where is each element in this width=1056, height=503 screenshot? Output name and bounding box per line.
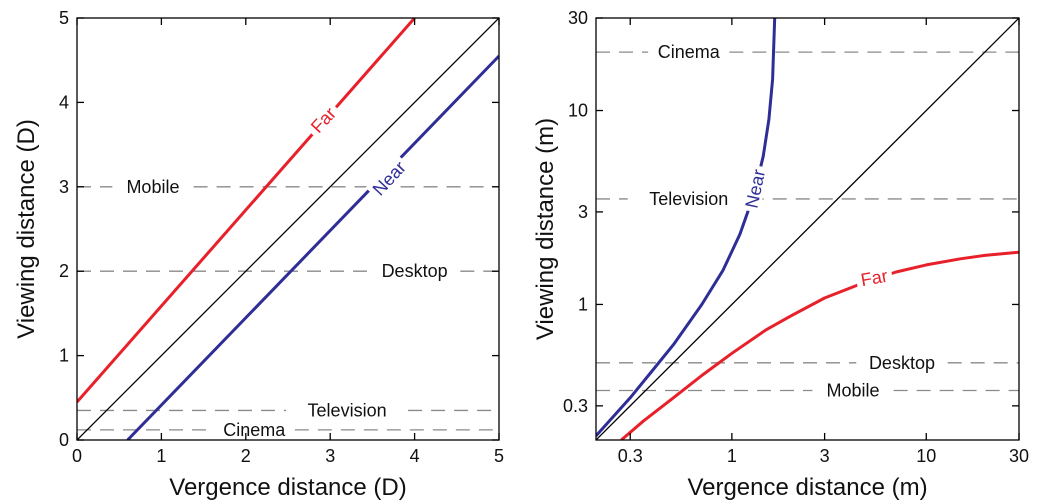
reference-label: Mobile bbox=[827, 380, 880, 400]
y-tick-label: 0.3 bbox=[563, 396, 588, 416]
y-tick-label: 5 bbox=[59, 8, 69, 28]
y-tick-label: 4 bbox=[59, 92, 69, 112]
y-axis-label: Viewing distance (m) bbox=[532, 118, 559, 340]
reference-label: Mobile bbox=[126, 177, 179, 197]
reference-label: Cinema bbox=[658, 42, 721, 62]
reference-label: Cinema bbox=[223, 420, 286, 440]
curve-label-mask bbox=[303, 99, 343, 140]
far-curve-label: Far bbox=[859, 266, 889, 290]
reference-label: Television bbox=[308, 400, 387, 420]
near-series-line bbox=[596, 18, 777, 437]
x-axis-label: Vergence distance (m) bbox=[687, 474, 927, 501]
x-tick-label: 1 bbox=[156, 446, 166, 466]
curve-label-mask bbox=[739, 163, 769, 214]
x-tick-label: 10 bbox=[916, 446, 936, 466]
y-tick-label: 10 bbox=[568, 101, 588, 121]
identity-line bbox=[596, 18, 1019, 440]
reference-label: Television bbox=[649, 189, 728, 209]
x-tick-label: 1 bbox=[727, 446, 737, 466]
far-series-line bbox=[620, 250, 1019, 440]
reference-label: Desktop bbox=[382, 261, 448, 281]
y-tick-label: 0 bbox=[59, 430, 69, 450]
x-axis-label: Vergence distance (D) bbox=[169, 474, 406, 501]
x-tick-label: 2 bbox=[241, 446, 251, 466]
near-series-line bbox=[126, 54, 499, 440]
x-tick-label: 0.3 bbox=[618, 446, 643, 466]
y-tick-label: 3 bbox=[59, 177, 69, 197]
y-tick-label: 30 bbox=[568, 8, 588, 28]
x-tick-label: 3 bbox=[820, 446, 830, 466]
x-tick-label: 30 bbox=[1009, 446, 1029, 466]
chart-meters: Cinema Television Desktop Mobile 0.3 1 3 10 30 0.… bbox=[532, 8, 1029, 501]
x-tick-label: 0 bbox=[72, 446, 82, 466]
curve-label-mask bbox=[854, 263, 894, 290]
identity-line bbox=[77, 18, 499, 440]
curve-label-mask bbox=[365, 154, 412, 202]
y-tick-label: 2 bbox=[59, 261, 69, 281]
y-tick-label: 3 bbox=[578, 202, 588, 222]
y-tick-label: 1 bbox=[578, 294, 588, 314]
reference-label: Desktop bbox=[869, 353, 935, 373]
far-series-line bbox=[77, 18, 416, 403]
chart-diopters: Mobile Desktop Television Cinema 0 1 2 3 4 5 0 1 2 3 4… bbox=[13, 8, 504, 501]
y-tick-label: 1 bbox=[59, 346, 69, 366]
plot-frame bbox=[76, 17, 500, 441]
plot-frame bbox=[595, 17, 1020, 441]
x-tick-label: 3 bbox=[325, 446, 335, 466]
near-curve-label: Near bbox=[741, 168, 769, 210]
x-tick-label: 4 bbox=[410, 446, 420, 466]
y-axis-label: Viewing distance (D) bbox=[13, 119, 40, 339]
x-tick-label: 5 bbox=[494, 446, 504, 466]
